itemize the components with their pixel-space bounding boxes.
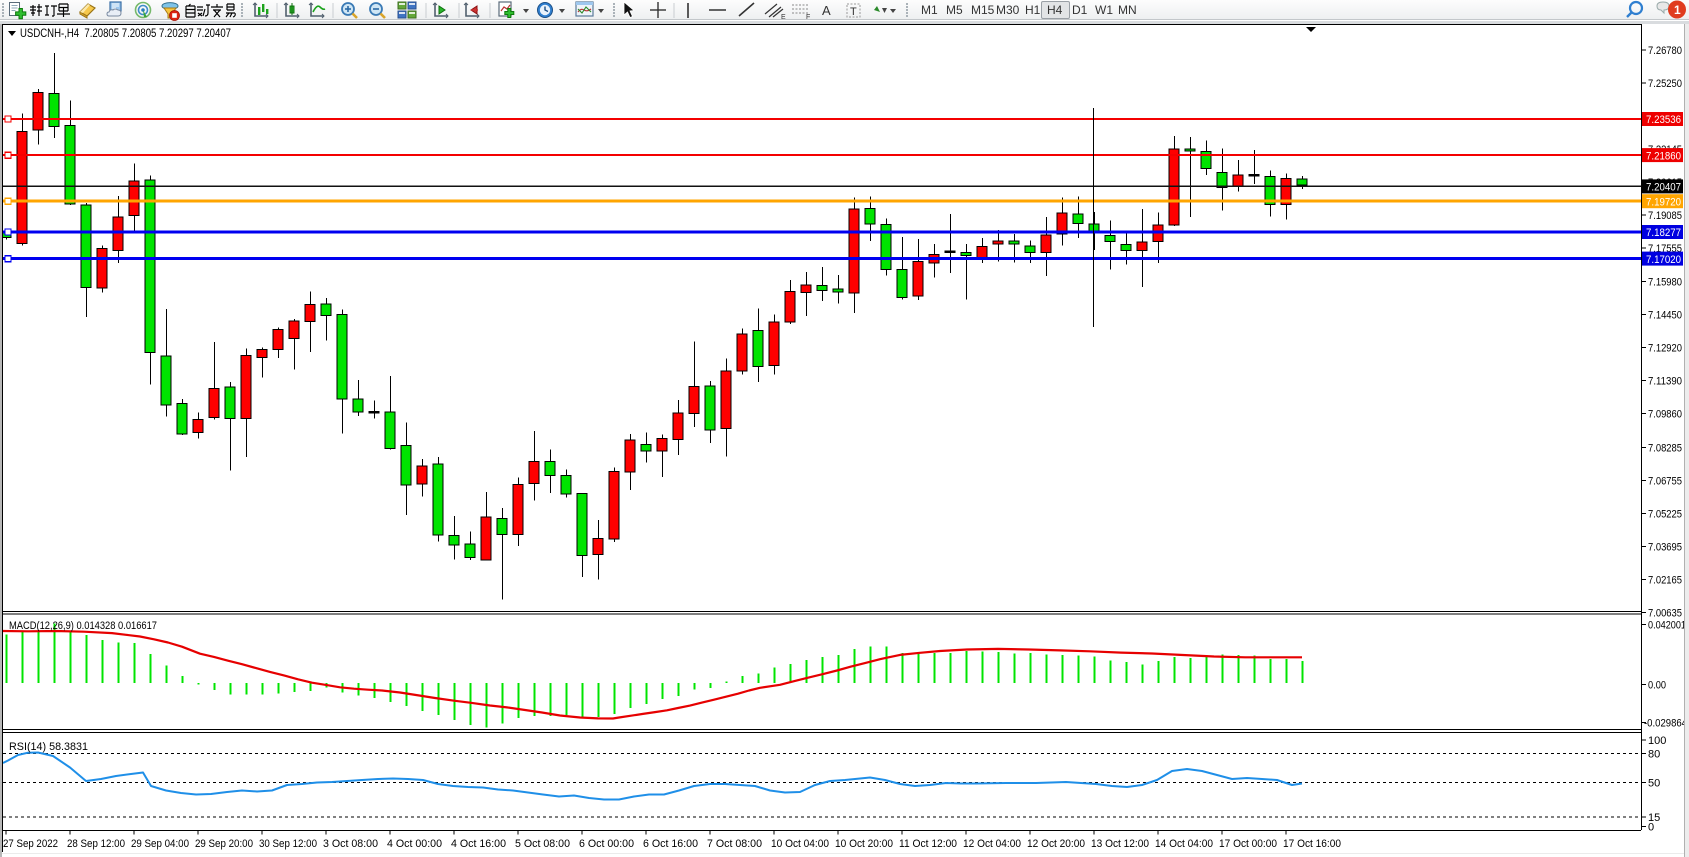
svg-text:4 Oct 00:00: 4 Oct 00:00 — [387, 838, 442, 850]
svg-text:0.042001: 0.042001 — [1648, 619, 1686, 631]
svg-text:6 Oct 00:00: 6 Oct 00:00 — [579, 838, 634, 850]
svg-text:RSI(14) 58.3831: RSI(14) 58.3831 — [9, 741, 88, 753]
svg-text:-0.029864: -0.029864 — [1644, 718, 1687, 730]
svg-text:0: 0 — [1648, 822, 1654, 834]
svg-text:7.12920: 7.12920 — [1648, 343, 1682, 355]
svg-text:7.21860: 7.21860 — [1646, 150, 1681, 162]
svg-text:E: E — [781, 14, 786, 21]
svg-text:100: 100 — [1648, 735, 1666, 747]
svg-text:7.05225: 7.05225 — [1648, 509, 1682, 521]
svg-text:50: 50 — [1648, 778, 1660, 790]
svg-text:7.11390: 7.11390 — [1648, 376, 1682, 388]
svg-text:17 Oct 16:00: 17 Oct 16:00 — [1283, 838, 1341, 850]
svg-text:1: 1 — [1674, 3, 1681, 17]
svg-text:MACD(12,26,9) 0.014328 0.01661: MACD(12,26,9) 0.014328 0.016617 — [9, 620, 157, 632]
svg-text:10 Oct 20:00: 10 Oct 20:00 — [835, 838, 893, 850]
svg-text:10 Oct 04:00: 10 Oct 04:00 — [771, 838, 829, 850]
svg-text:12 Oct 04:00: 12 Oct 04:00 — [963, 838, 1021, 850]
svg-text:7 Oct 08:00: 7 Oct 08:00 — [707, 838, 762, 850]
svg-text:28 Sep 12:00: 28 Sep 12:00 — [67, 838, 125, 850]
svg-text:7.23536: 7.23536 — [1646, 114, 1681, 126]
svg-text:7.14450: 7.14450 — [1648, 310, 1682, 322]
svg-text:7.25250: 7.25250 — [1648, 78, 1682, 90]
svg-text:7.03695: 7.03695 — [1648, 542, 1682, 554]
svg-text:7.08285: 7.08285 — [1648, 443, 1682, 455]
svg-text:7.26780: 7.26780 — [1648, 45, 1682, 57]
svg-text:7.02165: 7.02165 — [1648, 575, 1682, 587]
svg-text:29 Sep 04:00: 29 Sep 04:00 — [131, 838, 189, 850]
svg-text:3 Oct 08:00: 3 Oct 08:00 — [323, 838, 378, 850]
svg-text:17 Oct 00:00: 17 Oct 00:00 — [1219, 838, 1277, 850]
svg-text:27 Sep 2022: 27 Sep 2022 — [3, 838, 58, 850]
svg-text:30 Sep 12:00: 30 Sep 12:00 — [259, 838, 317, 850]
svg-text:7.19085: 7.19085 — [1648, 210, 1682, 222]
svg-text:80: 80 — [1648, 749, 1660, 761]
svg-text:7.17020: 7.17020 — [1646, 254, 1681, 266]
svg-text:7.06755: 7.06755 — [1648, 476, 1682, 488]
svg-text:USDCNH-,H4 7.20805 7.20805 7.: USDCNH-,H4 7.20805 7.20805 7.20297 7.204… — [20, 26, 231, 40]
svg-text:11 Oct 12:00: 11 Oct 12:00 — [899, 838, 957, 850]
svg-text:0.00: 0.00 — [1648, 679, 1666, 691]
svg-text:7.00635: 7.00635 — [1648, 608, 1682, 620]
svg-text:14 Oct 04:00: 14 Oct 04:00 — [1155, 838, 1213, 850]
svg-text:15: 15 — [1648, 812, 1660, 824]
svg-text:7.19720: 7.19720 — [1646, 196, 1681, 208]
svg-text:4 Oct 16:00: 4 Oct 16:00 — [451, 838, 506, 850]
svg-text:T: T — [850, 6, 857, 18]
svg-text:12 Oct 20:00: 12 Oct 20:00 — [1027, 838, 1085, 850]
svg-text:29 Sep 20:00: 29 Sep 20:00 — [195, 838, 253, 850]
svg-text:7.15980: 7.15980 — [1648, 277, 1682, 289]
svg-text:F: F — [806, 14, 810, 21]
svg-text:7.20407: 7.20407 — [1646, 182, 1681, 194]
svg-text:13 Oct 12:00: 13 Oct 12:00 — [1091, 838, 1149, 850]
svg-text:7.09860: 7.09860 — [1648, 409, 1682, 421]
svg-text:6 Oct 16:00: 6 Oct 16:00 — [643, 838, 698, 850]
svg-text:7.18277: 7.18277 — [1646, 227, 1681, 239]
svg-text:A: A — [822, 3, 831, 18]
svg-text:5 Oct 08:00: 5 Oct 08:00 — [515, 838, 570, 850]
